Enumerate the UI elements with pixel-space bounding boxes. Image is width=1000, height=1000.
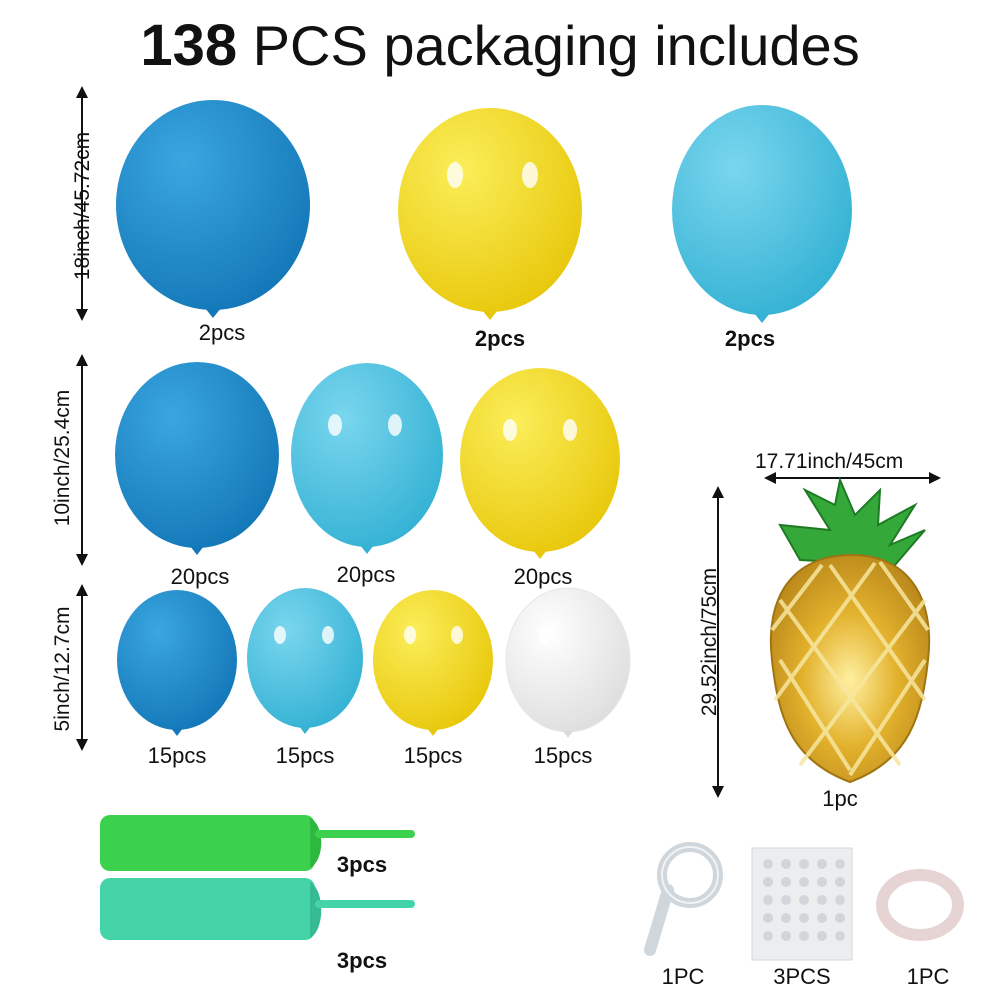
qty-large-blue: 2pcs [198, 320, 246, 345]
qty-balloon-strip: 1PC [661, 964, 705, 989]
qty-pineapple: 1pc [822, 786, 858, 811]
qty-medium-blue: 20pcs [170, 564, 230, 589]
balloon-large-blue [116, 100, 310, 318]
qty-small-white: 15pcs [533, 743, 593, 768]
qty-medium-yellow: 20pcs [513, 564, 573, 589]
balloon-small-yellow [373, 590, 493, 736]
balloon-large-aqua [672, 105, 852, 323]
balloon-strip [644, 842, 723, 956]
title-count: 138 [140, 13, 238, 78]
qty-long-green: 3pcs [336, 852, 388, 877]
long-balloon-teal [100, 878, 415, 940]
qty-ribbon: 1PC [906, 964, 950, 989]
qty-medium-aqua: 20pcs [336, 562, 396, 587]
glue-dots-sheet [751, 847, 853, 961]
balloon-medium-yellow [460, 368, 620, 559]
size-label-medium: 10inch/25.4cm [51, 389, 74, 527]
size-label-large: 18inch/45.72cm [71, 131, 94, 281]
qty-large-yellow: 2pcs [474, 326, 526, 351]
size-label-small: 5inch/12.7cm [51, 606, 74, 732]
qty-long-teal: 3pcs [336, 948, 388, 973]
qty-large-aqua: 2pcs [724, 326, 776, 351]
long-balloon-green [100, 815, 415, 871]
balloon-small-blue [117, 590, 237, 736]
balloon-medium-aqua [291, 363, 443, 554]
balloon-large-yellow [398, 108, 582, 320]
page-title: 138 PCS packaging includes [0, 12, 1000, 79]
ribbon-roll [876, 869, 964, 941]
qty-small-aqua: 15pcs [275, 743, 335, 768]
qty-small-blue: 15pcs [147, 743, 207, 768]
qty-small-yellow: 15pcs [403, 743, 463, 768]
balloon-medium-blue [115, 362, 279, 555]
size-label-pineapple-height: 29.52inch/75cm [698, 567, 721, 717]
qty-glue-dots: 3PCS [773, 964, 831, 989]
size-label-pineapple-width: 17.71inch/45cm [755, 450, 904, 473]
pineapple-balloon [769, 476, 931, 784]
balloon-small-white [505, 587, 631, 738]
title-text: PCS packaging includes [252, 14, 860, 77]
balloon-small-aqua [247, 588, 363, 734]
